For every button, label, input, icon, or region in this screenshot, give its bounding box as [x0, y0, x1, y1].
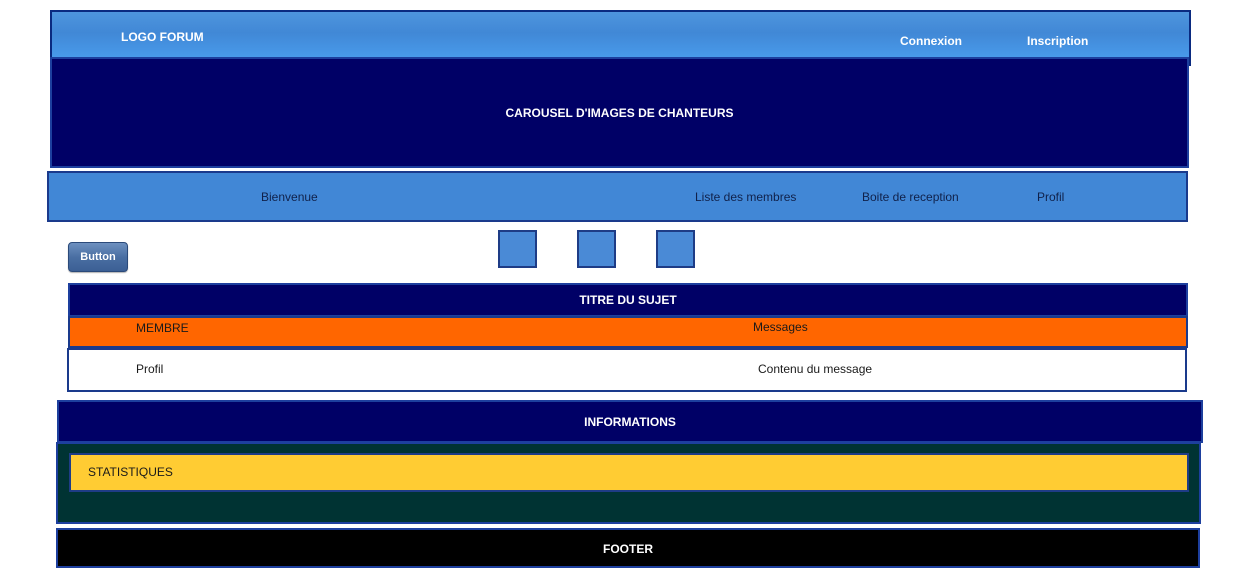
- menu-item-boite-reception[interactable]: Boite de reception: [862, 190, 959, 204]
- footer-label: FOOTER: [603, 542, 653, 556]
- column-header-messages: Messages: [753, 320, 808, 334]
- statistics-label: STATISTIQUES: [88, 465, 173, 479]
- menu-item-bienvenue[interactable]: Bienvenue: [261, 190, 318, 204]
- topic-title: TITRE DU SUJET: [579, 293, 677, 307]
- action-button[interactable]: Button: [68, 242, 128, 272]
- square-block-1[interactable]: [498, 230, 537, 268]
- column-header-membre: MEMBRE: [136, 321, 189, 335]
- table-row: [67, 348, 1187, 392]
- menu-item-liste-membres[interactable]: Liste des membres: [695, 190, 797, 204]
- connexion-link[interactable]: Connexion: [900, 34, 962, 48]
- carousel-label: CAROUSEL D'IMAGES DE CHANTEURS: [505, 105, 734, 120]
- informations-title-bar: INFORMATIONS: [57, 400, 1203, 443]
- message-content: Contenu du message: [758, 362, 873, 376]
- topic-title-bar: TITRE DU SUJET: [68, 283, 1188, 317]
- square-block-2[interactable]: [577, 230, 616, 268]
- statistics-box: [69, 453, 1189, 492]
- informations-title: INFORMATIONS: [584, 414, 676, 429]
- logo[interactable]: LOGO FORUM: [121, 30, 204, 44]
- topic-table-header: [68, 316, 1188, 348]
- inscription-link[interactable]: Inscription: [1027, 34, 1089, 48]
- main-menu-bar: [47, 171, 1188, 222]
- message-author-profil[interactable]: Profil: [136, 362, 164, 376]
- singer-image-carousel[interactable]: CAROUSEL D'IMAGES DE CHANTEURS: [50, 57, 1189, 168]
- menu-item-profil[interactable]: Profil: [1037, 190, 1065, 204]
- site-footer: FOOTER: [56, 528, 1200, 568]
- square-block-3[interactable]: [656, 230, 695, 268]
